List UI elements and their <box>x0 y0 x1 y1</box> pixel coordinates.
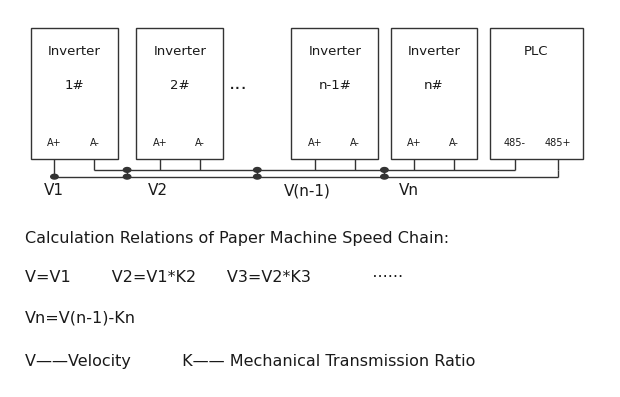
FancyBboxPatch shape <box>391 28 477 159</box>
Text: V(n-1): V(n-1) <box>283 183 330 198</box>
Text: 485-: 485- <box>504 138 526 148</box>
Text: Inverter: Inverter <box>308 45 361 58</box>
Circle shape <box>51 174 58 179</box>
Text: 485+: 485+ <box>544 138 571 148</box>
Circle shape <box>254 168 261 172</box>
Text: A-: A- <box>89 138 99 148</box>
Text: Vn=V(n-1)-Kn: Vn=V(n-1)-Kn <box>25 310 136 325</box>
Text: V1: V1 <box>44 183 64 198</box>
Text: Vn: Vn <box>399 183 419 198</box>
Text: Inverter: Inverter <box>48 45 101 58</box>
Circle shape <box>123 174 131 179</box>
Circle shape <box>123 168 131 172</box>
FancyBboxPatch shape <box>291 28 378 159</box>
Text: A-: A- <box>195 138 205 148</box>
FancyBboxPatch shape <box>490 28 583 159</box>
Text: n#: n# <box>424 79 444 92</box>
Text: V=V1        V2=V1*K2      V3=V2*K3            ······: V=V1 V2=V1*K2 V3=V2*K3 ······ <box>25 270 403 285</box>
Text: 2#: 2# <box>170 79 190 92</box>
Text: Inverter: Inverter <box>153 45 206 58</box>
Text: A-: A- <box>350 138 360 148</box>
Text: n-1#: n-1# <box>318 79 352 92</box>
Text: A+: A+ <box>153 138 167 148</box>
Text: ···: ··· <box>229 80 248 99</box>
Text: Inverter: Inverter <box>407 45 461 58</box>
Circle shape <box>381 168 388 172</box>
Text: V2: V2 <box>148 183 168 198</box>
Circle shape <box>381 174 388 179</box>
Text: A-: A- <box>449 138 459 148</box>
FancyBboxPatch shape <box>31 28 118 159</box>
Text: V——Velocity          K—— Mechanical Transmission Ratio: V——Velocity K—— Mechanical Transmission … <box>25 354 475 369</box>
Text: A+: A+ <box>407 138 422 148</box>
Text: Calculation Relations of Paper Machine Speed Chain:: Calculation Relations of Paper Machine S… <box>25 231 449 246</box>
Circle shape <box>254 174 261 179</box>
Text: PLC: PLC <box>524 45 549 58</box>
Text: 1#: 1# <box>64 79 84 92</box>
Text: A+: A+ <box>47 138 62 148</box>
Text: A+: A+ <box>308 138 322 148</box>
FancyBboxPatch shape <box>136 28 223 159</box>
